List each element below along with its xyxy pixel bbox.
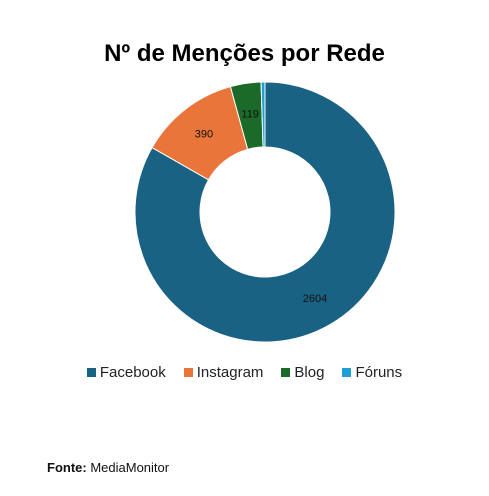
chart-legend: Facebook Instagram Blog Fóruns [0, 364, 489, 381]
legend-swatch [342, 368, 352, 377]
legend-item-instagram: Instagram [183, 364, 264, 381]
source-label: Fonte: [47, 460, 87, 475]
donut-chart: 2604 390 119 [134, 81, 396, 343]
slice-fóruns [260, 81, 266, 148]
legend-item-blog: Blog [281, 364, 324, 381]
legend-swatch [183, 368, 193, 377]
legend-swatch [86, 368, 96, 377]
legend-label: Blog [294, 364, 325, 381]
chart-title: Nº de Menções por Rede [104, 40, 385, 67]
source-note: Fonte: MediaMonitor [47, 460, 169, 475]
data-label-instagram: 390 [195, 128, 213, 140]
data-label-facebook: 2604 [303, 293, 327, 305]
legend-swatch [281, 368, 291, 377]
data-label-blog: 119 [241, 109, 259, 121]
legend-label: Instagram [196, 364, 264, 381]
slice-facebook [134, 81, 396, 343]
legend-label: Facebook [99, 364, 166, 381]
legend-item-fóruns: Fóruns [342, 364, 402, 381]
legend-item-facebook: Facebook [86, 364, 166, 381]
legend-label: Fóruns [355, 364, 403, 381]
source-text: MediaMonitor [90, 460, 170, 475]
